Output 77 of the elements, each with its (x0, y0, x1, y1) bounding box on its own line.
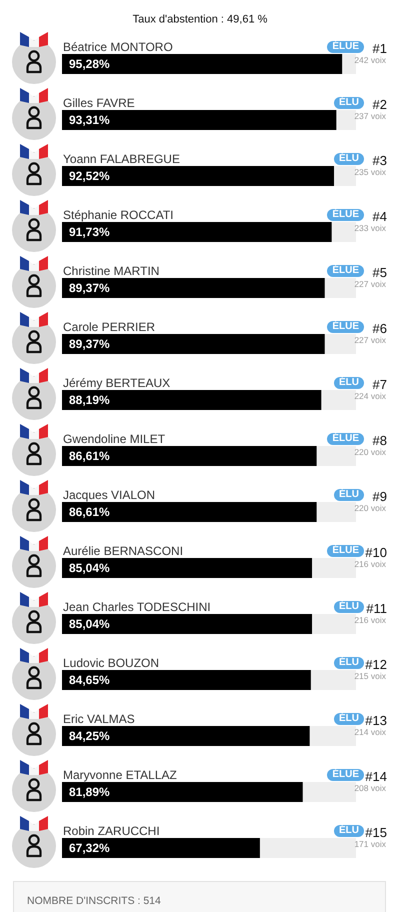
y-tick-label: Eric VALMAS (63, 712, 135, 726)
annotation: ÉLUE (327, 265, 364, 277)
text: #6 (372, 320, 387, 336)
annotation: ÉLU (334, 97, 364, 109)
text: #15 (365, 824, 387, 840)
annotation: ÉLU (334, 153, 364, 165)
data-label: 93,31% (69, 113, 110, 127)
data-label: 85,04% (69, 561, 110, 575)
annotation: ÉLUE (327, 545, 364, 557)
y-tick-label: Jean Charles TODESCHINI (63, 600, 211, 614)
text: #9 (372, 488, 387, 504)
data-label: 84,25% (69, 729, 110, 743)
annotation: ÉLUE (327, 321, 364, 333)
annotation: ÉLU (334, 489, 364, 501)
annotation: 220 voix (354, 502, 386, 513)
data-label: 67,32% (69, 841, 110, 855)
annotation: ÉLU (334, 713, 364, 725)
y-tick-label: Yoann FALABREGUE (63, 152, 180, 166)
annotation: 208 voix (354, 782, 386, 793)
y-tick-label: Carole PERRIER (63, 320, 156, 334)
text: #3 (372, 152, 387, 168)
annotation: 216 voix (354, 614, 386, 625)
y-tick-label: Gwendoline MILET (63, 432, 166, 446)
text: #13 (365, 712, 387, 728)
annotation: ÉLUE (327, 41, 364, 53)
annotation: ÉLU (334, 657, 364, 669)
y-tick-label: Aurélie BERNASCONI (63, 544, 184, 558)
annotation: 237 voix (354, 110, 386, 121)
text: #8 (372, 432, 387, 448)
annotation: 215 voix (354, 670, 386, 681)
annotation: 227 voix (354, 278, 386, 289)
y-tick-label: Jacques VIALON (63, 488, 156, 502)
annotation: ÉLU (334, 601, 364, 613)
y-tick-label: Jérémy BERTEAUX (63, 376, 170, 390)
text: #4 (372, 208, 387, 224)
y-tick-label: Ludovic BOUZON (63, 656, 160, 670)
data-label: 91,73% (69, 225, 110, 239)
annotation: ÉLU (334, 377, 364, 389)
text: #5 (372, 264, 387, 280)
annotation: 214 voix (354, 726, 386, 737)
data-label: 86,61% (69, 505, 110, 519)
data-label: 92,52% (69, 169, 110, 183)
chart-title: Taux d'abstention : 49,61 % (132, 14, 268, 26)
data-label: 89,37% (69, 337, 110, 351)
annotation: ÉLU (334, 825, 364, 837)
text: #12 (365, 656, 387, 672)
annotation: 171 voix (354, 838, 386, 849)
y-tick-label: Gilles FAVRE (63, 96, 135, 110)
data-label: 95,28% (69, 57, 110, 71)
y-tick-label: Christine MARTIN (63, 264, 160, 278)
annotation: 224 voix (354, 390, 386, 401)
text: #7 (372, 376, 387, 392)
annotation: ÉLUE (327, 209, 364, 221)
annotation: 242 voix (354, 54, 386, 65)
annotation: 216 voix (354, 558, 386, 569)
y-tick-label: Maryvonne ETALLAZ (63, 768, 177, 782)
y-tick-label: Stéphanie ROCCATI (63, 208, 174, 222)
annotation: 233 voix (354, 222, 386, 233)
text: #14 (365, 768, 387, 784)
text: NOMBRE D'INSCRITS : 514 (27, 894, 161, 907)
text: #11 (366, 600, 387, 616)
data-label: 84,65% (69, 673, 110, 687)
text: #10 (365, 544, 387, 560)
annotation: ÉLUE (327, 769, 364, 781)
annotation: 227 voix (354, 334, 386, 345)
data-label: 85,04% (69, 617, 110, 631)
data-label: 86,61% (69, 449, 110, 463)
data-label: 81,89% (69, 785, 110, 799)
y-tick-label: Robin ZARUCCHI (63, 824, 160, 838)
y-tick-label: Béatrice MONTORO (63, 40, 173, 54)
text: #2 (372, 96, 387, 112)
annotation: 235 voix (354, 166, 386, 177)
annotation: 220 voix (354, 446, 386, 457)
data-label: 89,37% (69, 281, 110, 295)
data-label: 88,19% (69, 393, 110, 407)
text: #1 (372, 40, 387, 56)
annotation: ÉLUE (327, 433, 364, 445)
